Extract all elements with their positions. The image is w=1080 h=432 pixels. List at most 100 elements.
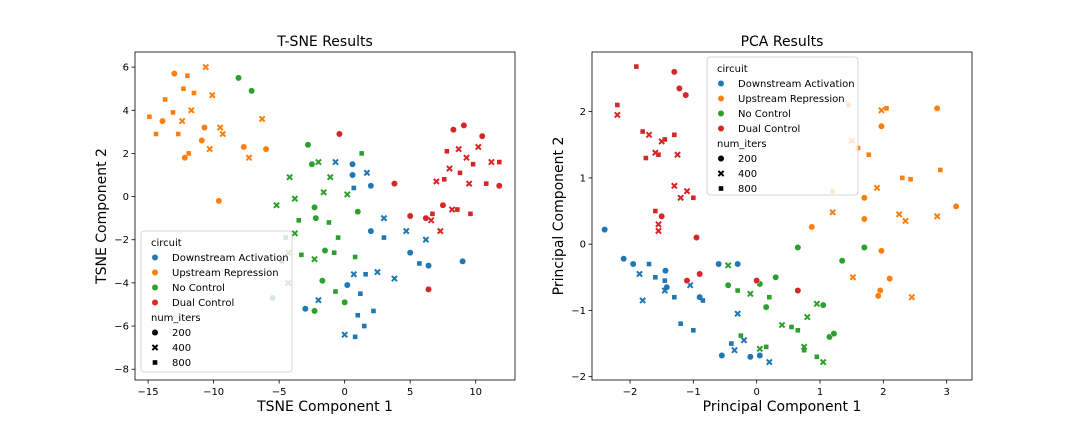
- point-upstream-repression: [860, 215, 868, 223]
- y-tick-label: −2: [571, 372, 586, 383]
- point-dual-control: [488, 158, 495, 166]
- legend-label-upstream-repression: Upstream Repression: [172, 268, 279, 279]
- point-dual-control: [670, 68, 678, 76]
- point-upstream-repression: [240, 143, 248, 151]
- y-tick-label: −1: [571, 306, 586, 317]
- point-dual-control: [427, 217, 435, 224]
- point-no-control: [756, 345, 764, 353]
- point-dual-control: [475, 143, 482, 151]
- point-downstream-activation: [367, 182, 375, 190]
- point-upstream-repression: [159, 117, 166, 125]
- point-downstream-activation: [362, 323, 367, 329]
- point-dual-control: [455, 145, 462, 153]
- point-upstream-repression: [952, 202, 960, 210]
- point-downstream-activation: [746, 353, 754, 361]
- tsne-xlabel: TSNE Component 1: [256, 399, 393, 415]
- legend-label-200: 200: [738, 154, 757, 165]
- point-no-control: [321, 247, 329, 254]
- point-upstream-repression: [938, 167, 943, 173]
- point-no-control: [326, 220, 332, 225]
- point-downstream-activation: [661, 287, 669, 294]
- point-no-control: [724, 262, 732, 269]
- point-downstream-activation: [341, 331, 348, 338]
- point-dual-control: [655, 220, 662, 228]
- legend-swatch-dual-control: [717, 125, 725, 132]
- point-downstream-activation: [678, 321, 683, 326]
- point-upstream-repression: [866, 152, 872, 158]
- point-dual-control: [677, 194, 684, 202]
- legend-marker-400: [151, 344, 159, 351]
- point-downstream-activation: [646, 261, 652, 267]
- point-downstream-activation: [381, 235, 387, 240]
- x-tick-label: −2: [623, 387, 638, 398]
- x-tick-label: 0: [341, 387, 347, 398]
- point-downstream-activation: [349, 171, 356, 179]
- point-dual-control: [693, 234, 700, 241]
- point-dual-control: [460, 121, 468, 129]
- point-dual-control: [645, 131, 653, 139]
- point-dual-control: [495, 182, 503, 190]
- point-no-control: [814, 354, 820, 360]
- point-downstream-activation: [349, 160, 356, 168]
- point-upstream-repression: [185, 73, 190, 79]
- point-no-control: [308, 160, 316, 168]
- point-dual-control: [674, 151, 681, 159]
- tsne-panel: T-SNE Results −15 −10 −5 0 5 10 −8 −6 −4 −2 0 2 4 6 T…: [94, 34, 516, 415]
- point-dual-control: [683, 277, 691, 285]
- point-no-control: [735, 288, 740, 293]
- point-upstream-repression: [188, 106, 195, 114]
- point-downstream-activation: [700, 298, 706, 303]
- point-downstream-activation: [374, 268, 381, 276]
- point-upstream-repression: [153, 131, 159, 137]
- point-dual-control: [457, 170, 463, 176]
- point-upstream-repression: [902, 217, 909, 225]
- point-upstream-repression: [181, 86, 186, 91]
- legend-hue-title: circuit: [151, 238, 182, 249]
- point-no-control: [838, 257, 846, 265]
- pca-axes-frame: [591, 51, 973, 381]
- point-no-control: [235, 74, 242, 82]
- point-no-control: [789, 324, 794, 330]
- point-no-control: [320, 188, 327, 196]
- point-no-control: [335, 235, 341, 240]
- point-dual-control: [671, 182, 678, 190]
- point-dual-control: [449, 126, 457, 134]
- point-no-control: [311, 203, 318, 211]
- point-upstream-repression: [202, 63, 210, 71]
- y-tick-label: −8: [114, 365, 129, 376]
- y-tick-label: 6: [123, 63, 129, 74]
- x-tick-label: −10: [203, 387, 224, 398]
- point-downstream-activation: [363, 271, 368, 277]
- legend-swatch-downstream-activation: [151, 254, 159, 261]
- point-downstream-activation: [620, 255, 628, 263]
- point-dual-control: [656, 152, 661, 158]
- point-dual-control: [614, 111, 621, 119]
- point-no-control: [311, 307, 318, 315]
- point-downstream-activation: [406, 249, 414, 257]
- point-downstream-activation: [391, 275, 398, 282]
- point-upstream-repression: [175, 131, 181, 137]
- point-upstream-repression: [200, 124, 208, 131]
- point-no-control: [724, 281, 732, 289]
- point-downstream-activation: [301, 305, 309, 313]
- point-downstream-activation: [352, 334, 358, 340]
- legend-label-800: 800: [172, 358, 191, 369]
- point-dual-control: [634, 64, 639, 69]
- point-downstream-activation: [367, 227, 375, 235]
- point-upstream-repression: [933, 213, 941, 220]
- point-no-control: [312, 214, 320, 222]
- point-downstream-activation: [358, 291, 363, 296]
- point-dual-control: [470, 161, 476, 167]
- point-no-control: [318, 277, 326, 285]
- point-dual-control: [496, 159, 502, 165]
- point-downstream-activation: [459, 257, 467, 265]
- y-tick-label: −2: [114, 235, 129, 246]
- point-downstream-activation: [734, 310, 741, 318]
- point-downstream-activation: [715, 260, 723, 268]
- x-tick-label: 10: [469, 387, 482, 398]
- x-tick-label: 3: [943, 387, 949, 398]
- point-no-control: [763, 344, 769, 350]
- legend-label-200: 200: [172, 328, 191, 339]
- point-dual-control: [662, 137, 668, 142]
- point-upstream-repression: [908, 293, 916, 301]
